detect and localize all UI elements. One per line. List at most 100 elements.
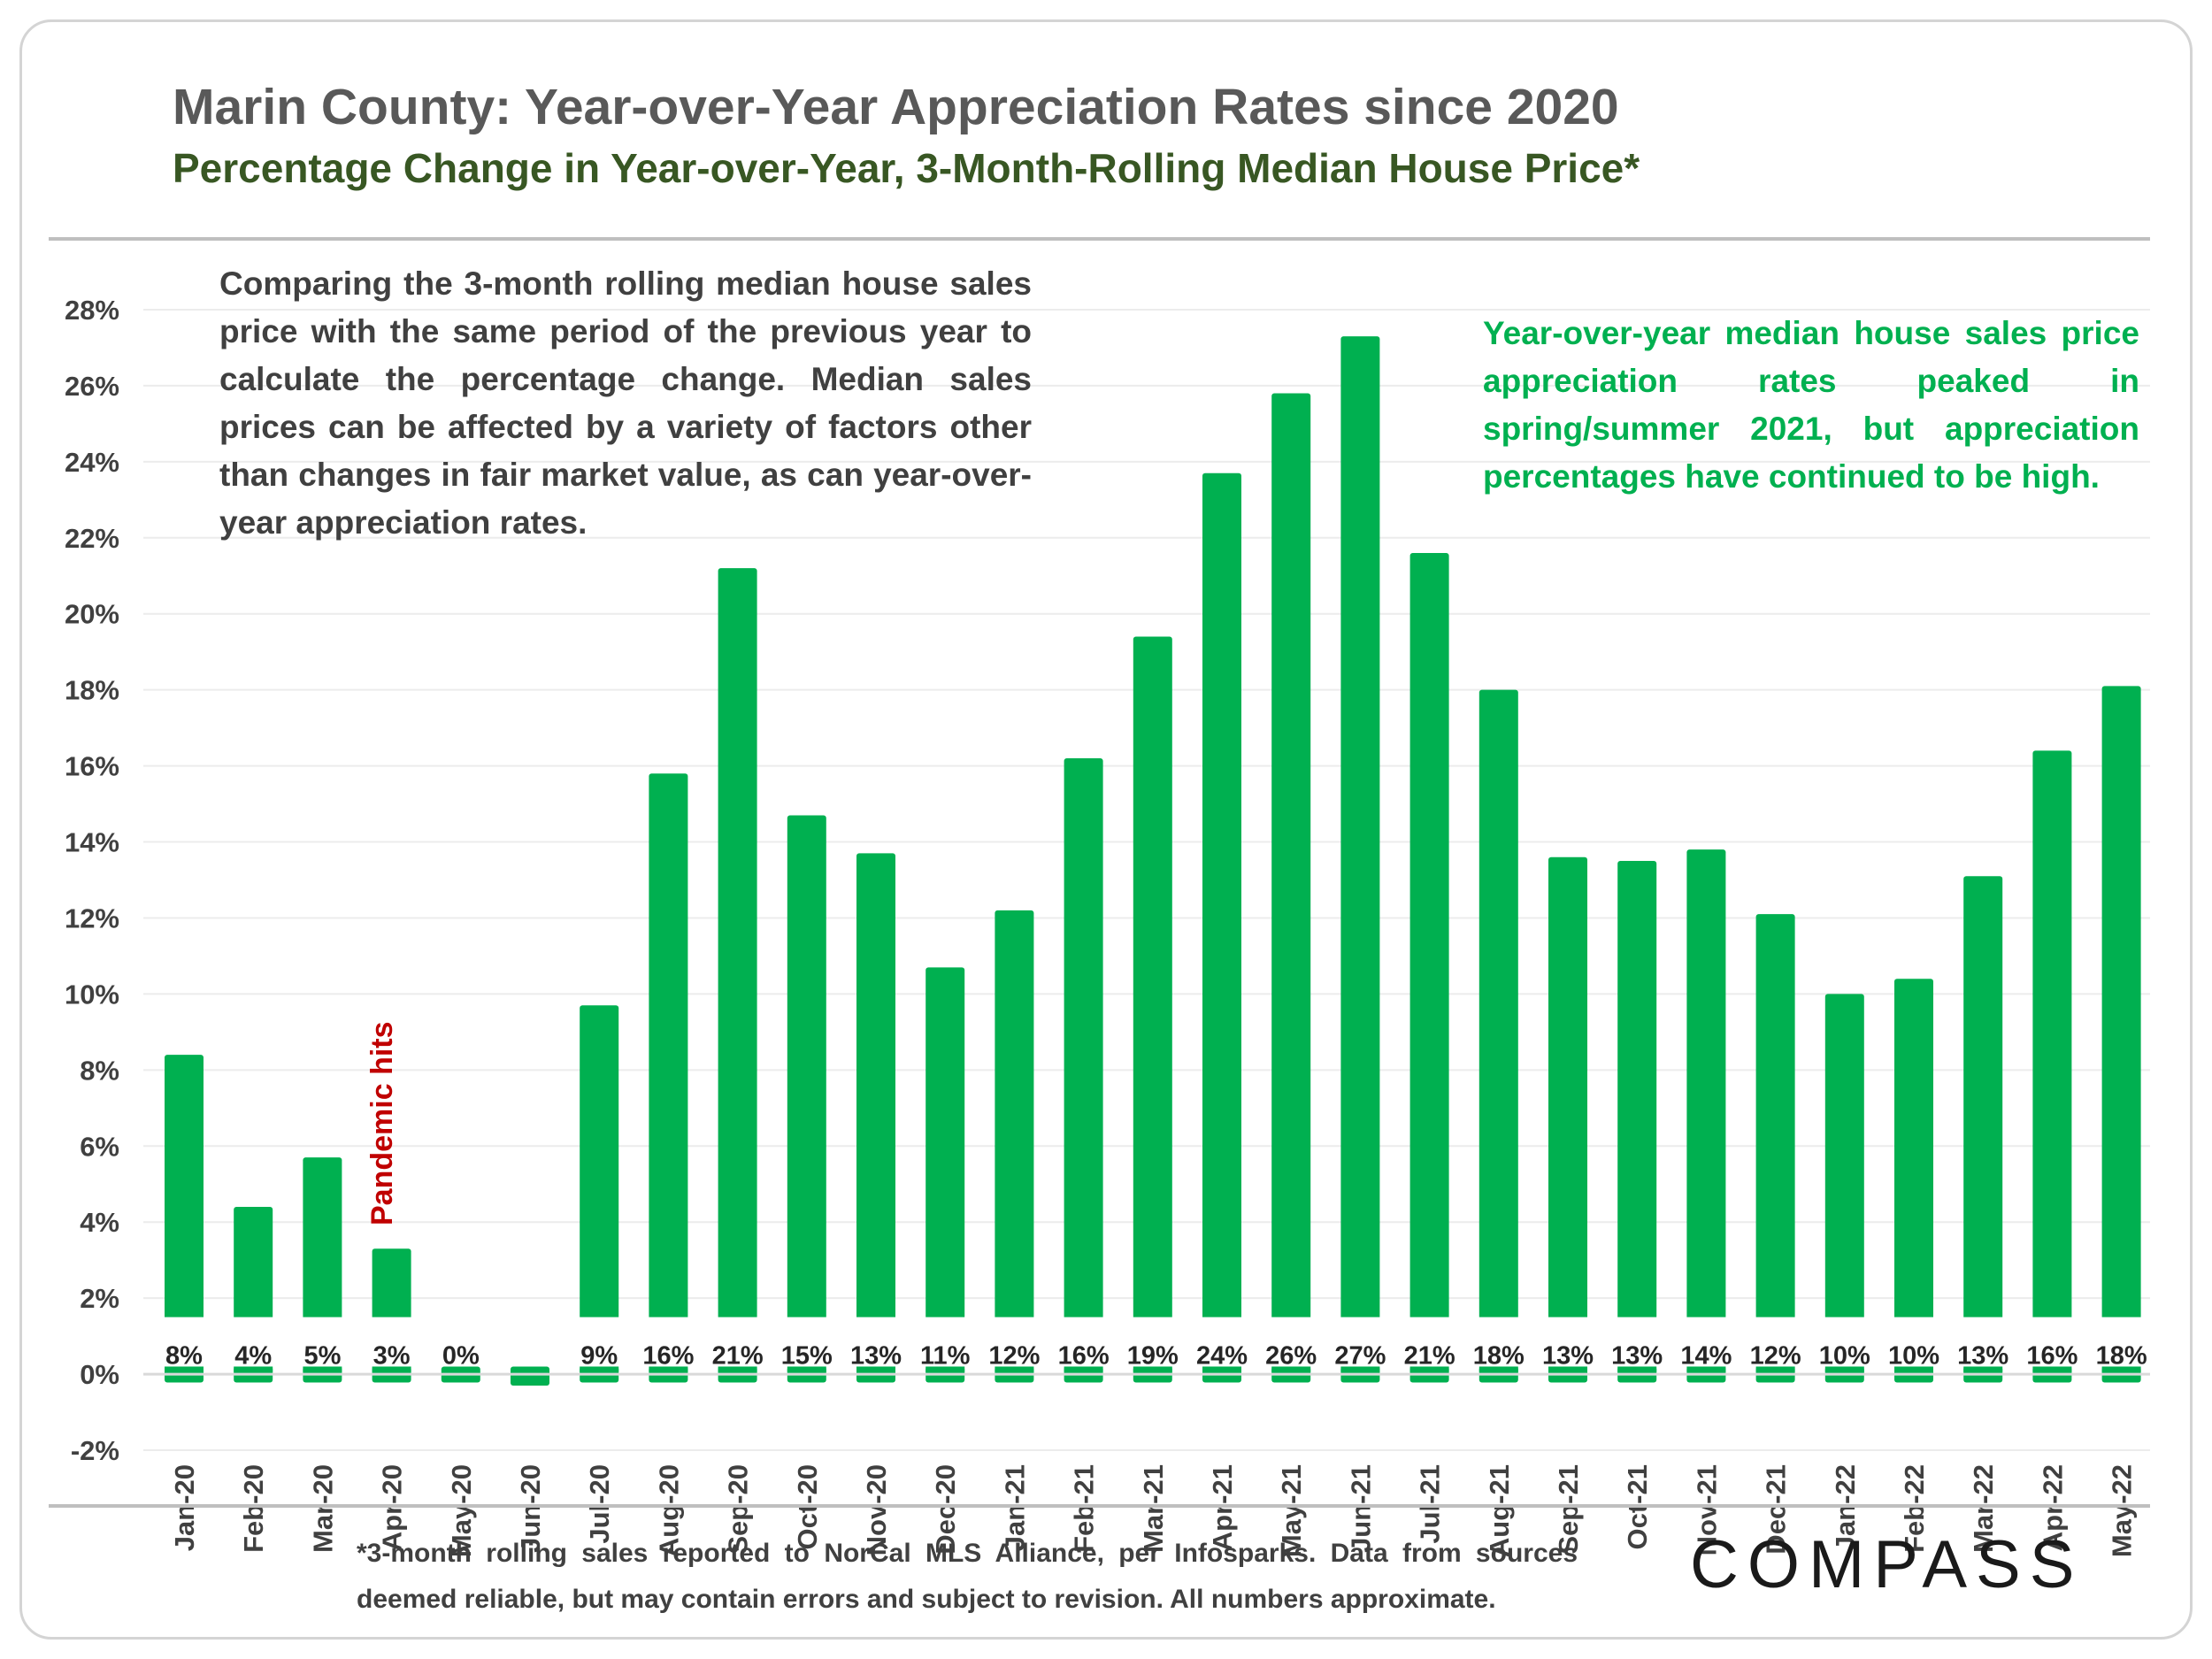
data-label: 13% xyxy=(850,1342,902,1371)
x-tick-label: Dec-20 xyxy=(930,1464,961,1555)
x-tick-label: Nov-20 xyxy=(861,1464,892,1555)
footnote: *3-month rolling sales reported to NorCa… xyxy=(357,1539,1578,1614)
data-label: 13% xyxy=(1957,1342,2008,1371)
compass-logo: COMPASS xyxy=(1690,1527,2084,1602)
bar xyxy=(1479,689,1518,1375)
x-tick-label: Apr-21 xyxy=(1207,1464,1238,1551)
y-tick-label: 26% xyxy=(65,371,119,402)
x-tick-label: Aug-21 xyxy=(1484,1464,1515,1557)
x-tick-label: Nov-21 xyxy=(1691,1464,1722,1555)
gridlines xyxy=(143,309,2150,1451)
bar xyxy=(718,568,757,1375)
y-tick-label: 8% xyxy=(80,1055,119,1086)
y-tick-label: 0% xyxy=(80,1359,119,1390)
data-label: 21% xyxy=(712,1342,764,1371)
data-label: 18% xyxy=(2096,1342,2147,1371)
x-tick-label: Mar-22 xyxy=(1968,1464,1999,1553)
data-label: 13% xyxy=(1611,1342,1663,1371)
data-label: 10% xyxy=(1819,1342,1870,1371)
bar xyxy=(1686,849,1726,1375)
bars xyxy=(165,336,2141,1386)
bar xyxy=(580,1005,619,1375)
bar xyxy=(1064,758,1103,1375)
bar xyxy=(1755,914,1795,1375)
data-label: 5% xyxy=(303,1342,341,1371)
bar xyxy=(1409,552,1449,1375)
x-tick-label: Sep-20 xyxy=(723,1464,754,1555)
x-tick-label: Apr-22 xyxy=(2037,1464,2068,1551)
data-label: 3% xyxy=(373,1342,411,1371)
data-label: 12% xyxy=(1750,1342,1801,1371)
chart-subtitle: Percentage Change in Year-over-Year, 3-M… xyxy=(173,145,1640,191)
x-tick-label: Aug-20 xyxy=(653,1464,684,1557)
x-tick-label: Jun-21 xyxy=(1345,1464,1376,1553)
labels: -2% 0% 2% 4% 6% 8% 10% 12% 14% 16% 18% 20% 22% 24% 26%… xyxy=(65,295,2147,1557)
data-label: 11% xyxy=(920,1342,971,1371)
y-tick-label: 16% xyxy=(65,751,119,782)
bar xyxy=(2032,750,2072,1375)
x-tick-label: May-22 xyxy=(2107,1464,2138,1557)
right-annotation-note: Year-over-year median house sales price … xyxy=(1483,315,2139,495)
y-tick-label: 24% xyxy=(65,447,119,478)
x-tick-label: Jan-22 xyxy=(1830,1464,1861,1551)
chart-title: Marin County: Year-over-Year Appreciatio… xyxy=(173,79,1619,135)
data-label: 21% xyxy=(1404,1342,1455,1371)
data-label: 10% xyxy=(1888,1342,1939,1371)
x-tick-label: Feb-21 xyxy=(1069,1464,1100,1553)
y-tick-label: 12% xyxy=(65,902,119,933)
data-label: 15% xyxy=(781,1342,833,1371)
bar xyxy=(649,773,688,1375)
data-label: 27% xyxy=(1334,1342,1386,1371)
bar xyxy=(995,910,1034,1375)
y-tick-label: 18% xyxy=(65,675,119,706)
bar xyxy=(2101,686,2141,1375)
x-tick-label: Sep-21 xyxy=(1553,1464,1584,1555)
data-label: 26% xyxy=(1265,1342,1317,1371)
x-tick-label: Dec-21 xyxy=(1761,1464,1792,1555)
pandemic-annotation: Pandemic hits xyxy=(365,1021,399,1225)
bar xyxy=(1271,393,1311,1375)
data-label: 13% xyxy=(1542,1342,1594,1371)
x-tick-label: May-20 xyxy=(446,1464,477,1557)
bar xyxy=(165,1055,204,1375)
data-label: 8% xyxy=(165,1342,203,1371)
data-label: 16% xyxy=(2026,1342,2078,1371)
y-tick-label: 6% xyxy=(80,1131,119,1162)
bottom-rule xyxy=(49,1504,2150,1508)
y-tick-label: 4% xyxy=(80,1207,119,1238)
data-label: 18% xyxy=(1473,1342,1525,1371)
bar xyxy=(787,815,826,1375)
x-tick-label: Apr-20 xyxy=(377,1464,408,1551)
y-tick-label: 22% xyxy=(65,523,119,554)
x-tick-label: Feb-20 xyxy=(238,1464,269,1553)
bar xyxy=(926,967,965,1375)
bar xyxy=(1340,336,1380,1375)
bar xyxy=(1824,994,1864,1375)
bar xyxy=(1894,979,1933,1375)
y-tick-label: 10% xyxy=(65,979,119,1010)
data-label: 24% xyxy=(1196,1342,1248,1371)
data-label-band xyxy=(143,1317,2150,1367)
data-label: 4% xyxy=(234,1342,272,1371)
x-tick-label: Jan-21 xyxy=(999,1464,1030,1551)
x-tick-label: May-21 xyxy=(1276,1464,1307,1557)
x-tick-label: Mar-20 xyxy=(307,1464,338,1553)
bar xyxy=(1202,472,1241,1375)
axes xyxy=(143,1317,2150,1376)
y-tick-label: 20% xyxy=(65,599,119,630)
data-label: 12% xyxy=(988,1342,1040,1371)
y-tick-label: -2% xyxy=(71,1435,119,1466)
x-tick-label: Jan-20 xyxy=(169,1464,200,1551)
x-tick-label: Jun-20 xyxy=(515,1464,546,1553)
data-label: 16% xyxy=(1058,1342,1110,1371)
x-tick-label: Feb-22 xyxy=(1899,1464,1930,1553)
bar xyxy=(1133,636,1172,1375)
bar xyxy=(856,853,895,1375)
data-label: 16% xyxy=(642,1342,694,1371)
bar xyxy=(1548,856,1587,1375)
bar xyxy=(1963,876,2003,1375)
bar xyxy=(1617,861,1657,1375)
x-tick-label: Jul-20 xyxy=(584,1464,615,1544)
x-tick-label: Mar-21 xyxy=(1138,1464,1169,1553)
